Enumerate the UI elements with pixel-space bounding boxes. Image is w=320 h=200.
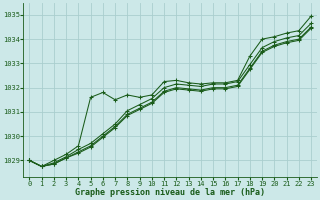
X-axis label: Graphe pression niveau de la mer (hPa): Graphe pression niveau de la mer (hPa) [75, 188, 265, 197]
